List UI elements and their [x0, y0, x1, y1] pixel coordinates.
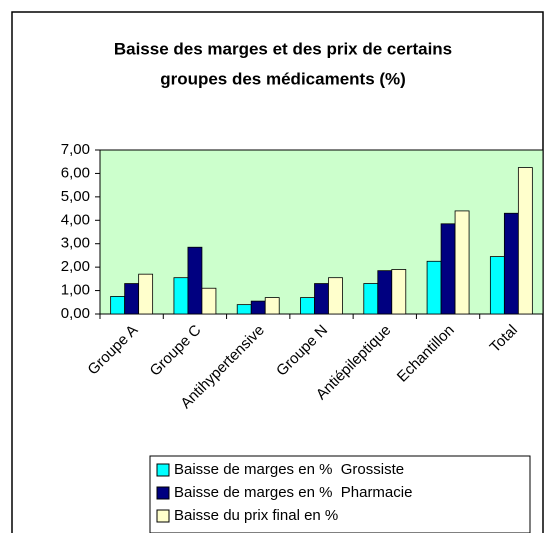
x-tick-label: Total [487, 322, 521, 356]
bar [426, 260, 442, 315]
bar [503, 212, 519, 315]
bar [187, 246, 203, 315]
y-tick-label: 1,00 [61, 282, 90, 299]
chart-title: Baisse des marges et des prix de certain… [114, 39, 452, 58]
bar [236, 304, 252, 315]
bar [314, 283, 329, 315]
bar [517, 167, 533, 315]
legend-label: Baisse du prix final en % [174, 507, 338, 524]
chart-title: groupes des médicaments (%) [160, 69, 406, 88]
y-tick-label: 7,00 [61, 141, 90, 158]
bar [110, 296, 126, 315]
bar [300, 297, 315, 315]
x-tick-label: Groupe C [147, 322, 205, 380]
bar [250, 300, 266, 315]
x-tick-label: Groupe A [84, 322, 141, 379]
y-tick-label: 6,00 [61, 164, 90, 181]
legend-label: Baisse de marges en % Grossiste [174, 461, 404, 478]
legend-swatch [156, 509, 170, 523]
bar [377, 270, 393, 315]
bar [201, 287, 217, 315]
bar [363, 283, 379, 315]
bar [391, 269, 407, 315]
bar [440, 223, 456, 315]
y-tick-label: 4,00 [61, 211, 90, 228]
bar [328, 277, 343, 315]
y-tick-label: 2,00 [61, 258, 90, 275]
legend-label: Baisse de marges en % Pharmacie [174, 484, 412, 501]
y-tick-label: 0,00 [61, 305, 90, 322]
bar [264, 297, 280, 315]
legend-swatch [156, 486, 170, 500]
x-tick-label: Groupe N [273, 322, 331, 380]
legend-box [149, 455, 531, 533]
legend-swatch [156, 463, 170, 477]
bar [454, 210, 470, 315]
bar [124, 283, 140, 315]
x-tick-label: Echantillon [394, 322, 458, 386]
y-tick-label: 3,00 [61, 235, 90, 252]
bar [138, 273, 154, 315]
bar [489, 256, 505, 315]
y-tick-label: 5,00 [61, 188, 90, 205]
bar [173, 277, 189, 315]
